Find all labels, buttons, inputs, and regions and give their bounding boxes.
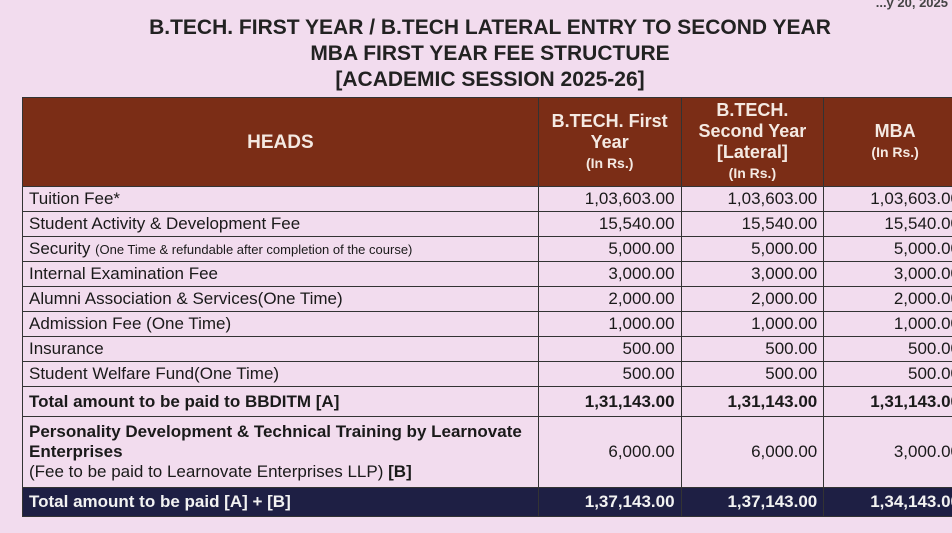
header-row: HEADS B.TECH. First Year (In Rs.) B.TECH.… <box>22 97 952 187</box>
row-value: 3,000.00 <box>537 261 682 287</box>
row-value: 15,540.00 <box>823 211 952 237</box>
table-row: Internal Examination Fee 3,000.00 3,000.00… <box>22 261 952 287</box>
row-value: 500.00 <box>680 336 825 362</box>
row-value: 1,03,603.00 <box>537 186 682 212</box>
total-a-row: Total amount to be paid to BBDITM [A] 1,… <box>22 386 952 417</box>
row-value: 2,000.00 <box>823 286 952 312</box>
row-value: 1,000.00 <box>680 311 825 337</box>
row-head: Student Welfare Fund(One Time) <box>22 361 539 387</box>
title-line-1: B.TECH. FIRST YEAR / B.TECH LATERAL ENTR… <box>149 16 831 39</box>
row-head: Insurance <box>22 336 539 362</box>
row-value: 500.00 <box>823 361 952 387</box>
row-value: 15,540.00 <box>680 211 825 237</box>
table-row: Admission Fee (One Time) 1,000.00 1,000.00… <box>22 311 952 337</box>
row-value: 1,000.00 <box>537 311 682 337</box>
row-value: 5,000.00 <box>537 236 682 262</box>
table-row: Security (One Time & refundable after co… <box>22 236 952 262</box>
row-head: Student Activity & Development Fee <box>22 211 539 237</box>
table-row: Student Activity & Development Fee 15,540… <box>22 211 952 237</box>
grand-total-row: Total amount to be paid [A] + [B] 1,37,1… <box>22 487 952 517</box>
table-row: Student Welfare Fund(One Time) 500.00 500.… <box>22 361 952 387</box>
row-value: 2,000.00 <box>537 286 682 312</box>
fee-table: HEADS B.TECH. First Year (In Rs.) B.TECH.… <box>22 97 952 517</box>
row-value: 3,000.00 <box>823 261 952 287</box>
header-btech-first: B.TECH. First Year (In Rs.) <box>537 97 682 187</box>
header-btech-lateral: B.TECH. Second Year [Lateral] (In Rs.) <box>680 97 825 187</box>
row-head: Alumni Association & Services(One Time) <box>22 286 539 312</box>
row-value: 5,000.00 <box>680 236 825 262</box>
header-mba: MBA (In Rs.) <box>823 97 952 187</box>
row-value: 500.00 <box>680 361 825 387</box>
row-head: Security (One Time & refundable after co… <box>22 236 539 262</box>
corner-date-text: ...y 20, 2025 <box>875 0 948 10</box>
row-head: Admission Fee (One Time) <box>22 311 539 337</box>
header-heads: HEADS <box>22 97 539 187</box>
row-value: 500.00 <box>537 336 682 362</box>
table-row: Alumni Association & Services(One Time) 2… <box>22 286 952 312</box>
row-value: 2,000.00 <box>680 286 825 312</box>
row-value: 15,540.00 <box>537 211 682 237</box>
title-line-2: MBA FIRST YEAR FEE STRUCTURE <box>310 42 670 65</box>
table-row: Tuition Fee* 1,03,603.00 1,03,603.00 1,03,6… <box>22 186 952 212</box>
row-head: Tuition Fee* <box>22 186 539 212</box>
title-line-3: [ACADEMIC SESSION 2025-26] <box>335 68 645 91</box>
row-value: 1,000.00 <box>823 311 952 337</box>
row-head: Internal Examination Fee <box>22 261 539 287</box>
training-row: Personality Development & Technical Trai… <box>22 416 952 488</box>
row-value: 5,000.00 <box>823 236 952 262</box>
row-value: 1,03,603.00 <box>680 186 825 212</box>
row-value: 500.00 <box>537 361 682 387</box>
row-value: 1,03,603.00 <box>823 186 952 212</box>
row-value: 500.00 <box>823 336 952 362</box>
row-value: 3,000.00 <box>680 261 825 287</box>
